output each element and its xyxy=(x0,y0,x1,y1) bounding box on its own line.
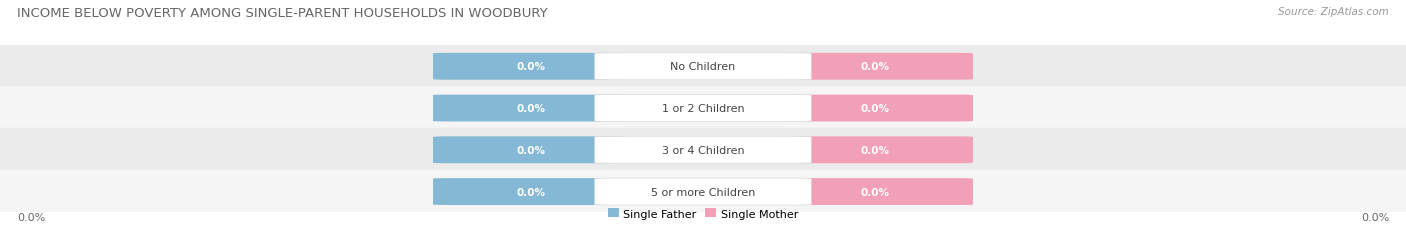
Text: 0.0%: 0.0% xyxy=(516,145,546,155)
Text: 1 or 2 Children: 1 or 2 Children xyxy=(662,103,744,114)
Text: 0.0%: 0.0% xyxy=(860,187,890,197)
Legend: Single Father, Single Mother: Single Father, Single Mother xyxy=(603,204,803,223)
FancyBboxPatch shape xyxy=(433,54,628,80)
Text: No Children: No Children xyxy=(671,62,735,72)
FancyBboxPatch shape xyxy=(595,178,811,205)
Text: 0.0%: 0.0% xyxy=(1361,212,1389,222)
Text: 0.0%: 0.0% xyxy=(860,145,890,155)
Text: 0.0%: 0.0% xyxy=(17,212,45,222)
Text: 0.0%: 0.0% xyxy=(516,187,546,197)
FancyBboxPatch shape xyxy=(778,178,973,205)
FancyBboxPatch shape xyxy=(0,128,1406,172)
FancyBboxPatch shape xyxy=(595,95,811,122)
Text: 0.0%: 0.0% xyxy=(860,62,890,72)
FancyBboxPatch shape xyxy=(433,137,628,164)
FancyBboxPatch shape xyxy=(433,178,628,205)
FancyBboxPatch shape xyxy=(778,95,973,122)
FancyBboxPatch shape xyxy=(595,137,811,164)
FancyBboxPatch shape xyxy=(433,95,628,122)
Text: 5 or more Children: 5 or more Children xyxy=(651,187,755,197)
Text: 3 or 4 Children: 3 or 4 Children xyxy=(662,145,744,155)
Text: 0.0%: 0.0% xyxy=(860,103,890,114)
FancyBboxPatch shape xyxy=(0,45,1406,89)
FancyBboxPatch shape xyxy=(778,137,973,164)
Text: INCOME BELOW POVERTY AMONG SINGLE-PARENT HOUSEHOLDS IN WOODBURY: INCOME BELOW POVERTY AMONG SINGLE-PARENT… xyxy=(17,7,547,20)
Text: Source: ZipAtlas.com: Source: ZipAtlas.com xyxy=(1278,7,1389,17)
Text: 0.0%: 0.0% xyxy=(516,103,546,114)
Text: 0.0%: 0.0% xyxy=(516,62,546,72)
FancyBboxPatch shape xyxy=(595,54,811,80)
FancyBboxPatch shape xyxy=(778,54,973,80)
FancyBboxPatch shape xyxy=(0,170,1406,214)
FancyBboxPatch shape xyxy=(0,87,1406,131)
